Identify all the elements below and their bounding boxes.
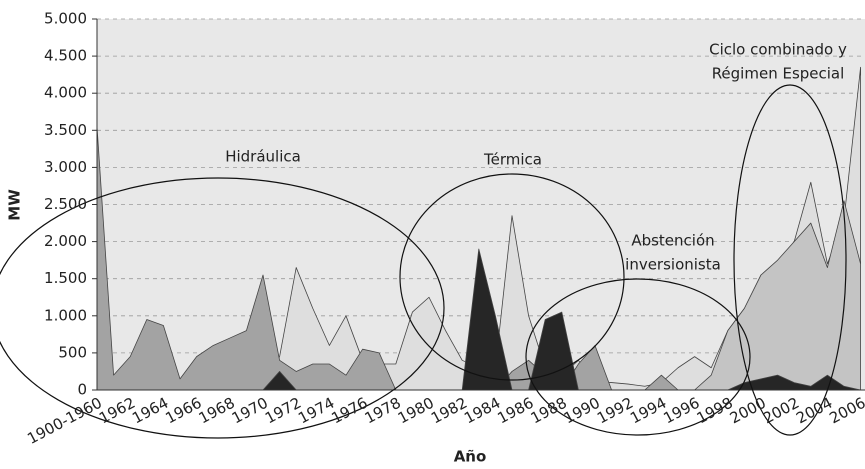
x-tick-label: 1900-1960	[24, 394, 105, 448]
y-tick-label: 500	[58, 343, 87, 361]
y-tick-label: 1.000	[44, 306, 87, 324]
y-tick-label: 2.000	[44, 232, 87, 250]
annotation: Hidráulica	[225, 148, 301, 166]
annotation: Térmica	[483, 151, 542, 169]
ellipse	[733, 84, 847, 436]
y-tick-label: 0	[77, 381, 87, 399]
annotation: Ciclo combinado y	[709, 41, 847, 59]
y-tick-label: 4.500	[44, 47, 87, 65]
ellipse	[0, 177, 445, 439]
annotation: Abstención	[631, 232, 714, 250]
y-axis-label: MW	[6, 189, 24, 221]
y-tick-label: 1.500	[44, 269, 87, 287]
x-axis-label: Año	[454, 448, 487, 466]
y-tick-label: 3.000	[44, 158, 87, 176]
annotation: inversionista	[625, 256, 721, 274]
x-tick-label: 2006	[826, 394, 865, 428]
annotation: Régimen Especial	[712, 65, 845, 83]
y-tick-label: 3.500	[44, 121, 87, 139]
ellipse	[399, 173, 625, 381]
ellipse	[525, 278, 751, 436]
y-tick-label: 4.000	[44, 84, 87, 102]
y-tick-label: 5.000	[44, 10, 87, 28]
y-tick-label: 2.500	[44, 195, 87, 213]
